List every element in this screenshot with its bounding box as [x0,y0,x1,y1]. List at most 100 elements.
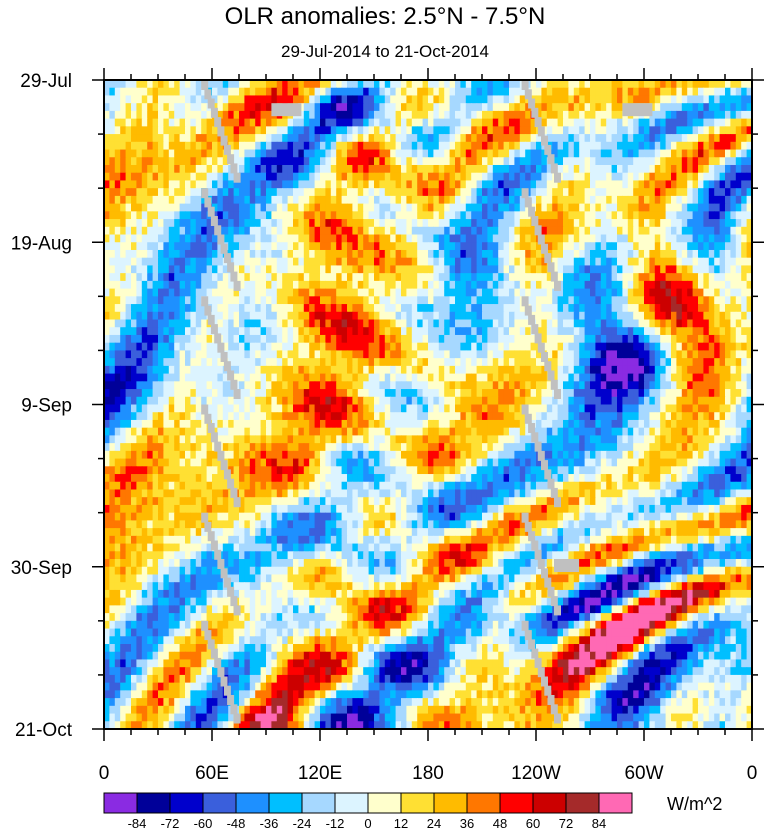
anomaly-cell [573,172,580,182]
anomaly-cell [460,334,467,344]
anomaly-cell [320,280,326,290]
anomaly-cell [557,319,564,328]
anomaly-cell [406,280,413,290]
anomaly-cell [552,365,559,375]
anomaly-cell [190,164,197,174]
anomaly-cell [293,396,299,406]
anomaly-cell [654,180,661,189]
anomaly-cell [708,304,715,313]
anomaly-cell [606,319,613,328]
anomaly-cell [428,358,434,367]
anomaly-cell [573,257,580,267]
anomaly-cell [649,381,656,390]
anomaly-cell [676,296,683,305]
anomaly-cell [552,296,559,305]
anomaly-cell [109,203,116,212]
anomaly-cell [303,242,310,251]
anomaly-cell [460,280,467,290]
anomaly-cell [266,396,272,406]
anomaly-cell [725,389,731,398]
anomaly-cell [260,373,267,382]
anomaly-cell [411,242,418,251]
anomaly-cell [568,226,575,236]
anomaly-cell [519,118,526,127]
anomaly-cell [476,211,483,220]
anomaly-cell [438,95,445,104]
anomaly-cell [687,87,694,97]
anomaly-cell [309,265,316,274]
anomaly-cell [104,389,110,398]
anomaly-cell [557,203,564,212]
anomaly-cell [444,265,451,274]
anomaly-cell [411,219,418,228]
anomaly-cell [384,103,391,112]
anomaly-cell [627,219,634,228]
anomaly-cell [584,87,591,97]
anomaly-cell [687,157,694,166]
anomaly-cell [422,103,429,112]
anomaly-cell [644,195,650,205]
anomaly-cell [514,180,521,189]
anomaly-cell [606,164,613,174]
anomaly-cell [309,80,316,89]
anomaly-cell [698,381,704,390]
anomaly-cell [341,95,348,104]
anomaly-cell [363,149,370,158]
anomaly-cell [617,296,623,305]
anomaly-cell [595,242,602,251]
anomaly-cell [325,389,332,398]
anomaly-cell [676,389,683,398]
anomaly-cell [584,157,591,166]
anomaly-cell [741,334,748,344]
anomaly-cell [330,211,337,220]
anomaly-cell [185,195,191,205]
anomaly-cell [482,257,488,267]
anomaly-cell [557,334,564,344]
anomaly-cell [357,234,364,243]
anomaly-cell [498,319,505,328]
anomaly-cell [438,234,445,243]
anomaly-cell [120,334,127,344]
anomaly-cell [676,304,683,313]
anomaly-cell [498,234,505,243]
anomaly-cell [147,195,154,205]
anomaly-cell [600,288,607,297]
anomaly-cell [595,381,602,390]
anomaly-cell [654,296,661,305]
anomaly-cell [590,164,596,174]
anomaly-cell [293,226,299,236]
anomaly-cell [476,103,483,112]
anomaly-cell [120,342,127,352]
anomaly-cell [687,141,694,151]
anomaly-cell [460,118,467,127]
anomaly-cell [228,389,235,398]
anomaly-cell [644,381,650,390]
anomaly-cell [314,396,321,406]
anomaly-cell [347,311,353,321]
anomaly-cell [244,257,251,267]
anomaly-cell [525,273,532,282]
anomaly-cell [503,319,510,328]
anomaly-cell [368,319,375,328]
anomaly-cell [131,118,137,127]
anomaly-cell [401,319,407,328]
anomaly-cell [573,219,580,228]
anomaly-cell [168,389,175,398]
anomaly-cell [357,211,364,220]
anomaly-cell [611,327,618,336]
anomaly-cell [179,350,186,359]
anomaly-cell [109,327,116,336]
anomaly-cell [390,249,397,259]
anomaly-cell [352,396,359,406]
anomaly-cell [395,304,402,313]
anomaly-cell [617,110,623,120]
anomaly-cell [174,157,181,166]
anomaly-cell [217,87,224,97]
anomaly-cell [498,87,505,97]
anomaly-cell [584,219,591,228]
anomaly-cell [325,234,332,243]
anomaly-cell [552,211,559,220]
anomaly-cell [633,334,640,344]
anomaly-cell [498,203,505,212]
anomaly-cell [325,211,332,220]
